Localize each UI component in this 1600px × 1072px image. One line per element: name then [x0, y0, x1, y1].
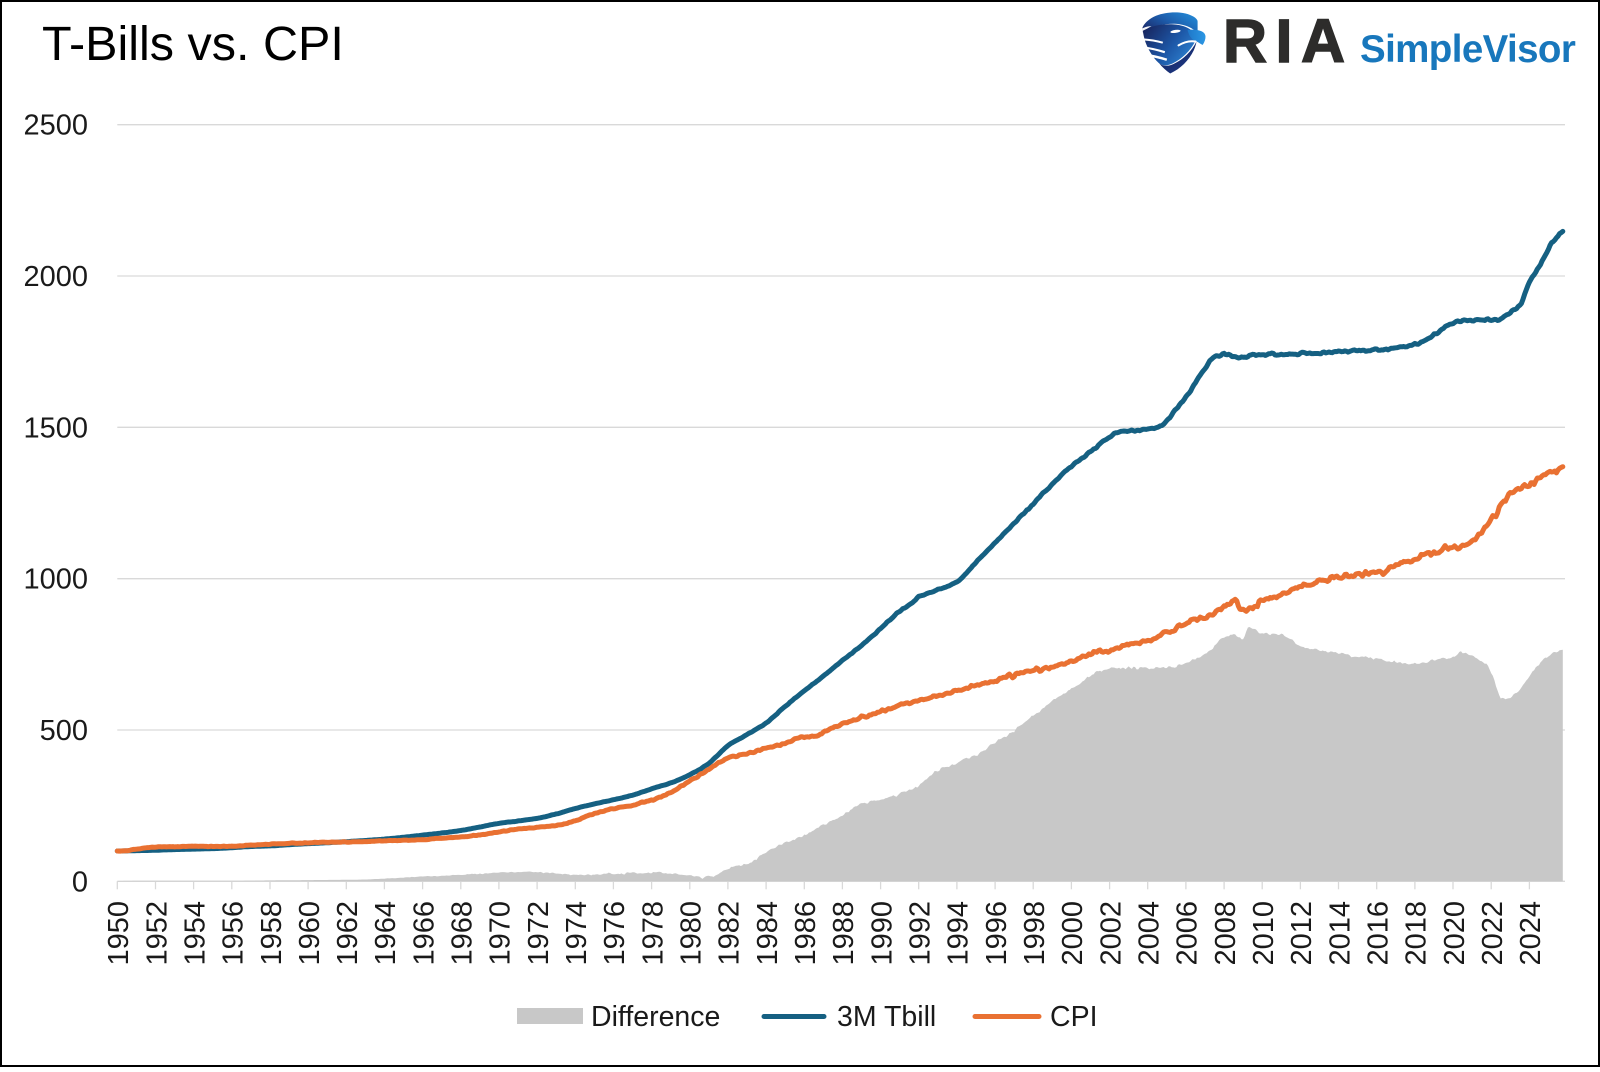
- svg-text:1974: 1974: [561, 901, 593, 966]
- svg-text:2018: 2018: [1401, 901, 1433, 966]
- svg-text:1952: 1952: [141, 901, 173, 966]
- svg-text:2010: 2010: [1248, 901, 1280, 966]
- svg-text:1500: 1500: [23, 412, 88, 444]
- svg-text:1998: 1998: [1019, 901, 1051, 966]
- svg-text:0: 0: [72, 866, 88, 898]
- svg-text:CPI: CPI: [1050, 1001, 1098, 1033]
- svg-text:2004: 2004: [1134, 901, 1166, 966]
- svg-text:2020: 2020: [1439, 901, 1471, 966]
- svg-text:2014: 2014: [1324, 901, 1356, 966]
- svg-text:500: 500: [40, 715, 88, 747]
- svg-text:1978: 1978: [637, 901, 669, 966]
- svg-text:2016: 2016: [1363, 901, 1395, 966]
- svg-text:1954: 1954: [179, 901, 211, 966]
- svg-text:1976: 1976: [599, 901, 631, 966]
- svg-text:1000: 1000: [23, 564, 88, 596]
- svg-text:2000: 2000: [1057, 901, 1089, 966]
- svg-text:T-Bills vs. CPI: T-Bills vs. CPI: [42, 17, 344, 71]
- svg-text:1972: 1972: [523, 901, 555, 966]
- svg-text:2012: 2012: [1286, 901, 1318, 966]
- svg-text:1994: 1994: [943, 901, 975, 966]
- svg-text:Difference: Difference: [591, 1001, 720, 1033]
- svg-text:1982: 1982: [714, 901, 746, 966]
- svg-text:2024: 2024: [1515, 901, 1547, 966]
- svg-text:2022: 2022: [1477, 901, 1509, 966]
- svg-text:1984: 1984: [752, 901, 784, 966]
- svg-text:1960: 1960: [294, 901, 326, 966]
- svg-text:1970: 1970: [485, 901, 517, 966]
- svg-text:1958: 1958: [256, 901, 288, 966]
- svg-text:2006: 2006: [1172, 901, 1204, 966]
- svg-text:1968: 1968: [447, 901, 479, 966]
- svg-text:2500: 2500: [23, 110, 88, 142]
- svg-text:SimpleVisor: SimpleVisor: [1360, 28, 1576, 71]
- svg-text:2008: 2008: [1210, 901, 1242, 966]
- svg-text:1986: 1986: [790, 901, 822, 966]
- svg-text:1950: 1950: [103, 901, 135, 966]
- svg-text:RIA: RIA: [1223, 7, 1354, 75]
- svg-text:1964: 1964: [370, 901, 402, 966]
- svg-text:1988: 1988: [828, 901, 860, 966]
- svg-text:2002: 2002: [1095, 901, 1127, 966]
- svg-text:3M Tbill: 3M Tbill: [837, 1001, 936, 1033]
- svg-text:1996: 1996: [981, 901, 1013, 966]
- svg-text:1990: 1990: [866, 901, 898, 966]
- svg-text:1966: 1966: [408, 901, 440, 966]
- svg-text:1962: 1962: [332, 901, 364, 966]
- svg-text:1992: 1992: [905, 901, 937, 966]
- svg-text:1956: 1956: [218, 901, 250, 966]
- svg-text:1980: 1980: [676, 901, 708, 966]
- svg-text:2000: 2000: [23, 261, 88, 293]
